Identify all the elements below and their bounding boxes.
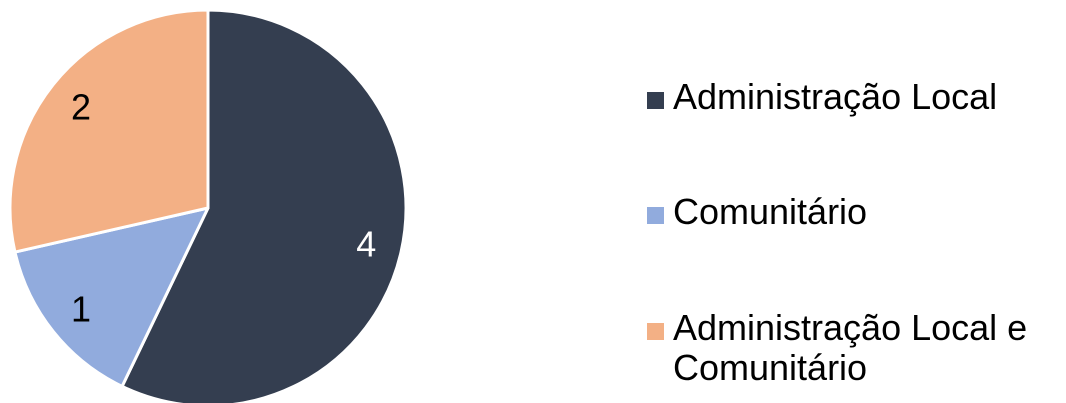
data-label-administracao-local: 4: [356, 224, 376, 265]
pie-slices: [8, 8, 408, 403]
legend-label-administracao-local: Administração Local: [673, 76, 998, 117]
legend-item-administracao-local: Administração Local: [647, 77, 1063, 117]
legend-swatch-administracao-local-e-comunitario: [647, 323, 664, 340]
legend-item-comunitario: Comunitário: [647, 192, 1063, 232]
legend-swatch-administracao-local: [647, 92, 664, 109]
data-label-administracao-local-e-comunitario: 2: [71, 86, 91, 127]
pie-slice-administracao-local-e-comunitario: [8, 8, 210, 254]
legend-item-administracao-local-e-comunitario: Administração Local e Comunitário: [647, 308, 1063, 388]
pie-data-labels: 4 1 2: [71, 86, 376, 329]
data-label-comunitario: 1: [71, 289, 91, 330]
legend-label-comunitario: Comunitário: [673, 191, 868, 232]
pie-slice-administracao-local: [120, 8, 408, 403]
pie-slice-comunitario: [13, 206, 210, 388]
legend-swatch-comunitario: [647, 207, 664, 224]
legend-label-administracao-local-e-comunitario: Administração Local e Comunitário: [673, 307, 1028, 388]
